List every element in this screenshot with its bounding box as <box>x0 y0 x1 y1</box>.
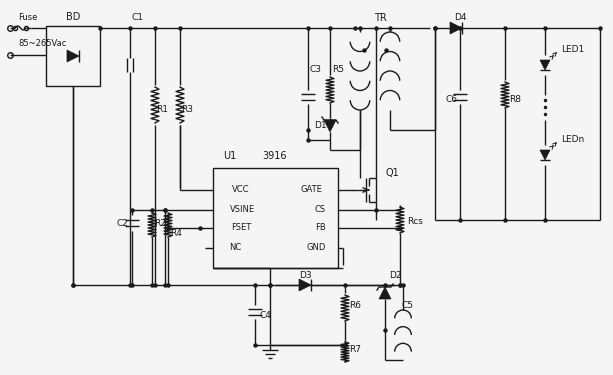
Text: C1: C1 <box>132 13 144 22</box>
Text: R6: R6 <box>349 300 361 309</box>
Text: Q1: Q1 <box>385 168 399 178</box>
Text: C6: C6 <box>446 96 458 105</box>
Text: 3916: 3916 <box>263 151 287 161</box>
Text: R8: R8 <box>509 96 521 105</box>
Polygon shape <box>324 120 336 132</box>
Polygon shape <box>450 22 462 34</box>
Bar <box>213 168 338 268</box>
Text: R4: R4 <box>170 228 182 237</box>
Text: NC: NC <box>229 243 241 252</box>
Text: TR: TR <box>374 13 386 23</box>
Polygon shape <box>540 150 550 160</box>
Text: CS: CS <box>314 206 326 214</box>
Text: Fuse: Fuse <box>18 13 37 22</box>
Text: LEDn: LEDn <box>562 135 585 144</box>
Text: FB: FB <box>314 224 326 232</box>
Polygon shape <box>379 287 391 299</box>
Text: R7: R7 <box>349 345 361 354</box>
Bar <box>46 26 100 86</box>
Text: VCC: VCC <box>232 186 249 195</box>
Text: LED1: LED1 <box>562 45 585 54</box>
Text: R1: R1 <box>156 105 168 114</box>
Text: Rcs: Rcs <box>407 217 423 226</box>
Text: VSINE: VSINE <box>230 206 256 214</box>
Text: D2: D2 <box>389 270 402 279</box>
Text: D4: D4 <box>454 13 466 22</box>
Polygon shape <box>67 50 79 62</box>
Text: D1: D1 <box>314 120 326 129</box>
Text: C2: C2 <box>116 219 128 228</box>
Text: C3: C3 <box>310 66 322 75</box>
Text: U1: U1 <box>223 151 237 161</box>
Text: GND: GND <box>306 243 326 252</box>
Text: BD: BD <box>66 12 80 22</box>
Text: R3: R3 <box>181 105 193 114</box>
Text: GATE: GATE <box>300 186 322 195</box>
Text: C4: C4 <box>259 310 271 320</box>
Text: 85~265Vac: 85~265Vac <box>18 39 66 48</box>
Text: R5: R5 <box>332 66 344 75</box>
Polygon shape <box>299 279 311 291</box>
Text: C5: C5 <box>401 300 413 309</box>
Text: FSET: FSET <box>231 224 251 232</box>
Text: D3: D3 <box>299 270 311 279</box>
Text: R2: R2 <box>154 219 166 228</box>
Polygon shape <box>540 60 550 70</box>
